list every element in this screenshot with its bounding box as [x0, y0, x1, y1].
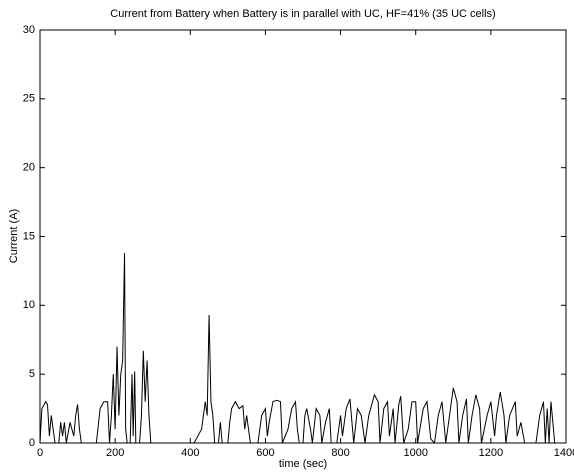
x-tick-label: 400	[181, 447, 199, 459]
x-axis-label: time (sec)	[279, 458, 327, 470]
y-tick-label: 20	[23, 162, 35, 174]
x-tick-label: 800	[331, 447, 349, 459]
y-tick-label: 30	[23, 24, 35, 36]
y-tick-label: 5	[29, 368, 35, 380]
y-tick-label: 10	[23, 299, 35, 311]
plot-frame	[39, 29, 567, 444]
x-tick-label: 1000	[403, 447, 427, 459]
y-tick-label: 25	[23, 93, 35, 105]
x-tick-label: 0	[37, 447, 43, 459]
data-line	[39, 253, 556, 445]
y-axis-label: Current (A)	[8, 209, 20, 263]
y-tick-label: 0	[29, 437, 35, 449]
x-tick-label: 600	[256, 447, 274, 459]
y-tick-label: 15	[23, 230, 35, 242]
x-tick-label: 1200	[479, 447, 503, 459]
x-tick-label: 1400	[554, 447, 574, 459]
chart-title: Current from Battery when Battery is in …	[110, 8, 495, 20]
x-tick-label: 200	[106, 447, 124, 459]
